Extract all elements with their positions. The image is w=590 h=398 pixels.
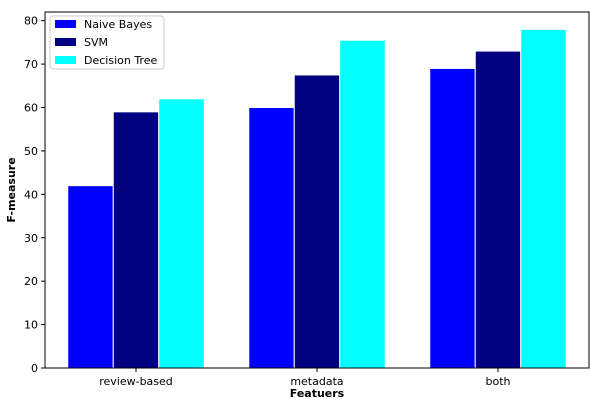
bar-svm-metadata: [293, 74, 341, 369]
bars-layer: [67, 28, 567, 369]
bar-decision-tree-metadata: [339, 39, 386, 369]
y-axis-label: F-measure: [5, 157, 18, 222]
y-tick-label-70: 70: [24, 58, 38, 71]
y-tick-label-40: 40: [24, 188, 38, 201]
bar-naive-bayes-both: [429, 67, 476, 369]
legend-swatch-svm: [55, 38, 76, 46]
bar-decision-tree-both: [520, 28, 567, 369]
bar-svm-both: [474, 50, 522, 369]
x-axis: review-based metadata both: [99, 368, 511, 388]
bar-decision-tree-review-based: [158, 98, 205, 369]
y-tick-label-0: 0: [31, 362, 38, 375]
legend-swatch-decision-tree: [55, 56, 76, 64]
legend-label-decision-tree: Decision Tree: [84, 54, 157, 67]
legend-label-svm: SVM: [84, 36, 108, 49]
y-tick-label-50: 50: [24, 145, 38, 158]
y-tick-label-10: 10: [24, 319, 38, 332]
bar-svm-review-based: [112, 111, 160, 369]
legend-frame: [49, 15, 165, 70]
x-tick-label-metadata: metadata: [290, 375, 343, 388]
legend-label-naive-bayes: Naive Bayes: [84, 18, 152, 31]
x-axis-label: Featuers: [290, 387, 345, 398]
x-tick-label-review-based: review-based: [99, 375, 173, 388]
y-tick-label-30: 30: [24, 232, 38, 245]
y-tick-label-60: 60: [24, 102, 38, 115]
bar-naive-bayes-review-based: [67, 185, 114, 369]
legend: Naive Bayes SVM Decision Tree: [49, 15, 165, 70]
x-tick-label-both: both: [486, 375, 511, 388]
y-tick-label-80: 80: [24, 15, 38, 28]
legend-swatch-naive-bayes: [55, 20, 76, 28]
y-axis: 0 10 20 30 40 50 60 70 80: [24, 15, 45, 375]
bar-naive-bayes-metadata: [248, 107, 295, 369]
y-tick-label-20: 20: [24, 275, 38, 288]
